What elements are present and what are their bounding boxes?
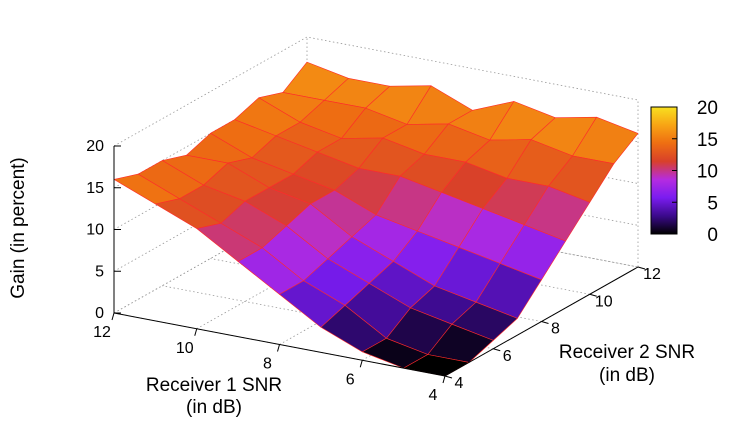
y-axis-title-line2: (in dB) <box>599 365 655 386</box>
y-tick-mark <box>541 321 549 324</box>
x-tick-label: 8 <box>263 356 272 373</box>
x-tick-mark <box>194 328 198 336</box>
colorbar-tick-label: 0 <box>707 225 718 246</box>
y-tick-mark <box>637 266 646 270</box>
x-tick-mark <box>111 312 115 321</box>
x-tick-mark <box>442 375 446 384</box>
y-tick-mark <box>493 348 501 352</box>
y-axis-title-line1: Receiver 2 SNR <box>559 342 695 363</box>
x-tick-label: 6 <box>346 371 355 388</box>
z-tick-label: 0 <box>95 305 104 322</box>
y-tick-mark <box>589 293 597 297</box>
colorbar-tick-label: 20 <box>697 98 718 119</box>
ticks: 4 6 8 10 12 4 6 8 10 12 0 5 10 15 20 <box>86 138 661 404</box>
colorbar: 0 5 10 15 20 <box>650 98 718 246</box>
x-axis-title-line2: (in dB) <box>186 397 242 418</box>
z-tick-label: 10 <box>86 222 104 239</box>
y-tick-label: 6 <box>503 348 512 365</box>
surface <box>113 61 639 377</box>
y-tick-mark <box>444 375 453 379</box>
colorbar-tick-label: 10 <box>697 162 718 183</box>
z-tick-label: 5 <box>95 263 104 280</box>
z-tick-label: 15 <box>86 180 104 197</box>
x-tick-label: 10 <box>176 340 194 357</box>
colorbar-tick-label: 5 <box>707 193 718 214</box>
x-axis-title-line1: Receiver 1 SNR <box>146 375 282 396</box>
y-tick-label: 12 <box>643 266 661 283</box>
y-tick-label: 10 <box>595 293 613 310</box>
colorbar-tick-label: 15 <box>697 130 718 151</box>
y-tick-label: 8 <box>551 321 560 338</box>
x-tick-label: 4 <box>429 387 438 404</box>
z-axis-title: Gain (in percent) <box>8 157 29 299</box>
x-tick-mark <box>277 344 280 352</box>
x-tick-mark <box>359 360 363 368</box>
y-tick-label: 4 <box>455 375 464 392</box>
x-tick-label: 12 <box>93 324 111 341</box>
z-tick-label: 20 <box>86 138 104 155</box>
